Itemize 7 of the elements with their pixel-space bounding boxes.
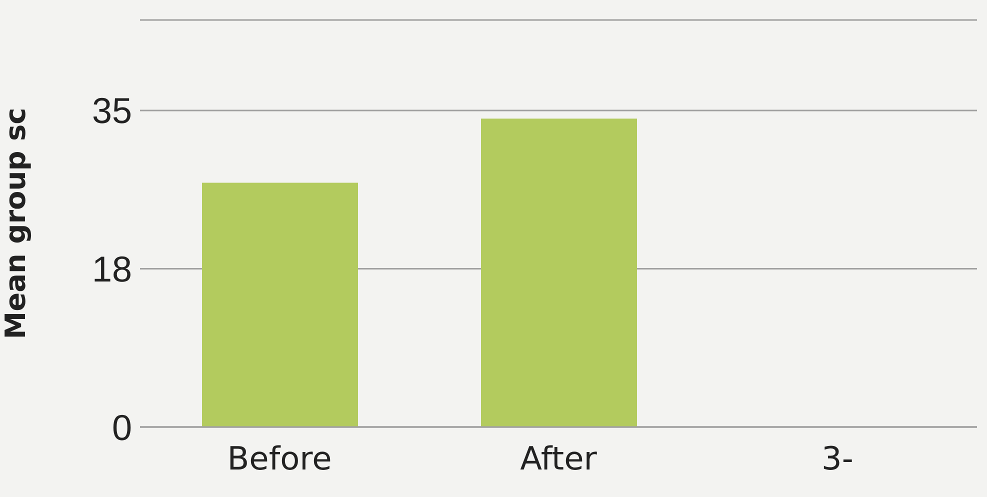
x-tick-label: Before [227, 440, 332, 478]
x-tick-label: 3- [822, 440, 854, 478]
y-tick-label: 0 [112, 406, 132, 448]
y-axis-title: Mean group sc [0, 108, 32, 340]
x-tick-label: After [520, 440, 598, 478]
y-tick-label: 18 [92, 248, 132, 290]
y-tick-label: 35 [92, 90, 132, 132]
